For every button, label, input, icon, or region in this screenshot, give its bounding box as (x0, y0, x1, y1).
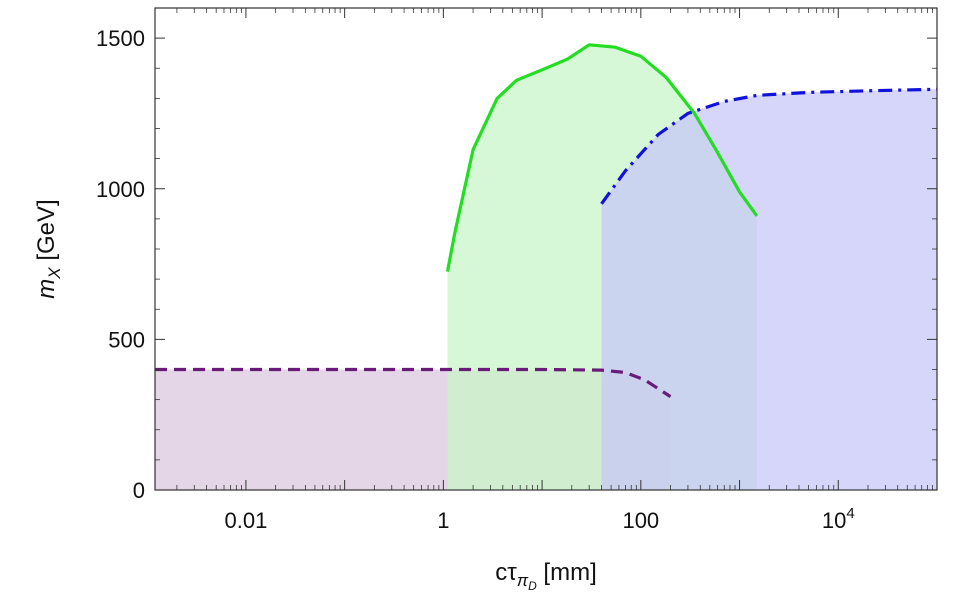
y-tick-label: 500 (108, 327, 145, 352)
boundary-line-2 (445, 43, 759, 272)
shaded-regions (155, 44, 937, 491)
x-axis-label-sub: π (517, 571, 529, 590)
x-tick-label: 100 (622, 508, 659, 533)
y-axis: 0 500 1000 1500 (96, 7, 937, 503)
y-tick-label: 0 (133, 478, 145, 503)
x-axis-label-base: cτ (495, 559, 517, 586)
x-tick-label: 0.01 (224, 508, 267, 533)
y-axis-label-unit: [GeV] (33, 199, 60, 267)
x-axis-label: cτπD [mm] (495, 559, 597, 593)
region-fill-3 (601, 89, 937, 491)
y-axis-label: mX [GeV] (33, 199, 64, 298)
y-tick-label: 1500 (96, 26, 145, 51)
y-axis-label-sub: X (45, 267, 64, 280)
x-tick-label: 1 (437, 508, 449, 533)
x-axis: 0.01 1 100 104 (176, 8, 938, 533)
y-tick-label: 1000 (96, 177, 145, 202)
boundary-line-1 (155, 367, 672, 398)
y-axis-label-base: m (33, 279, 60, 299)
x-tick-label: 104 (822, 505, 855, 533)
x-axis-label-unit: [mm] (537, 559, 597, 586)
x-axis-label-subsub: D (528, 579, 537, 593)
boundary-curves (155, 43, 938, 398)
